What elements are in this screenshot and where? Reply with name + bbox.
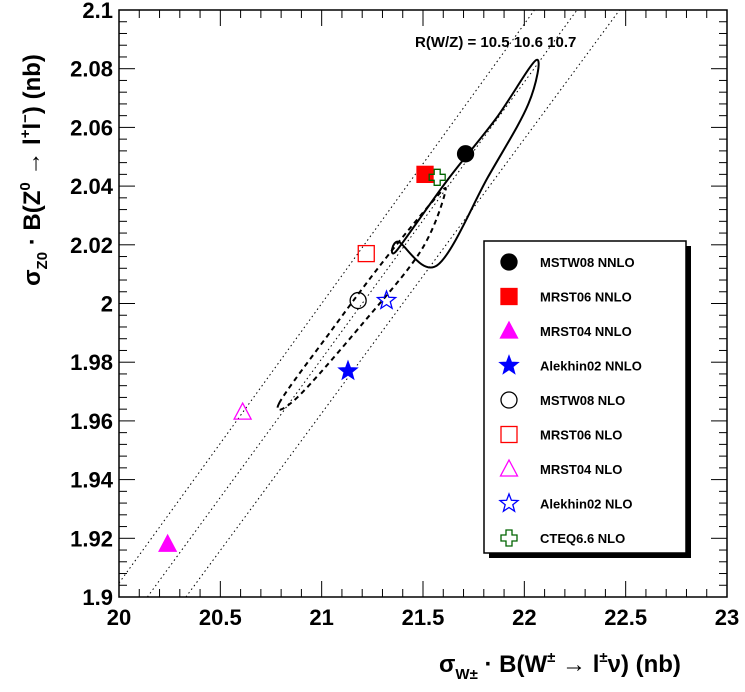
legend-label-mrst04-nnlo: MRST04 NNLO (540, 324, 632, 339)
legend-marker-alekhin02-nlo (498, 492, 520, 513)
marker-mrst04-nlo (233, 401, 253, 420)
ratio-annotation: R(W/Z) = 10.5 10.6 10.7 (415, 34, 576, 51)
y-tick-label: 1.94 (70, 468, 114, 493)
x-tick-label: 21 (309, 605, 333, 630)
ratio-lines (118, 9, 620, 598)
legend-label-mstw08-nlo: MSTW08 NLO (540, 393, 625, 408)
legend-marker-mrst04-nnlo (499, 320, 519, 339)
axis-ticks (118, 9, 728, 598)
y-tick-label: 2 (101, 292, 113, 317)
marker-mstw08-nlo (349, 291, 367, 310)
y-tick-label: 1.98 (70, 350, 113, 375)
legend-marker-cteq6-6-nlo (500, 529, 518, 547)
legend-marker-mrst04-nlo (499, 458, 519, 477)
legend-label-mrst06-nnlo: MRST06 NNLO (540, 290, 632, 305)
x-tick-label: 23 (715, 605, 739, 630)
x-tick-label: 20 (107, 605, 131, 630)
x-tick-label: 21.5 (402, 605, 445, 630)
x-tick-label: 20.5 (199, 605, 242, 630)
y-tick-label: 1.96 (70, 409, 113, 434)
legend-marker-mstw08-nlo (500, 391, 518, 409)
ellipses (276, 58, 540, 411)
y-axis-title: σZ0 · B(Z0 → l+l−) (nb) (17, 54, 51, 286)
legend-label-cteq6-6-nlo: CTEQ6.6 NLO (540, 531, 625, 546)
ratio-line (185, 9, 620, 598)
nnlo-ellipse (390, 58, 540, 269)
y-tick-label: 2.06 (70, 115, 113, 140)
legend-marker-mrst06-nlo (500, 425, 518, 444)
legend-marker-mstw08-nnlo (500, 253, 518, 271)
legend-marker-mrst06-nnlo (500, 287, 518, 306)
legend-label-mrst04-nlo: MRST04 NLO (540, 462, 622, 477)
legend-label-alekhin02-nnlo: Alekhin02 NNLO (540, 359, 642, 374)
y-tick-label: 1.92 (70, 526, 113, 551)
ratio-line (118, 9, 535, 584)
marker-alekhin02-nlo (375, 289, 398, 310)
legend-marker-alekhin02-nnlo (498, 354, 520, 375)
legend-label-mstw08-nnlo: MSTW08 NNLO (540, 255, 635, 270)
nlo-ellipse (276, 187, 447, 411)
y-tick-label: 2.02 (70, 233, 113, 258)
legend: MSTW08 NNLO MRST06 NNLO MRST04 NNLO Alekhin… (483, 240, 691, 558)
marker-mrst04-nnlo (158, 533, 178, 552)
marker-mstw08-nnlo (456, 145, 475, 163)
markers (158, 145, 475, 552)
x-tick-label: 22.5 (604, 605, 647, 630)
marker-mrst06-nlo (357, 244, 375, 263)
marker-cteq6-6-nlo (428, 168, 446, 186)
y-tick-label: 2.04 (70, 174, 114, 199)
marker-alekhin02-nnlo (337, 359, 359, 381)
x-axis-title: σW± · B(W± → l±ν) (nb) (439, 649, 681, 683)
legend-label-alekhin02-nlo: Alekhin02 NLO (540, 497, 632, 512)
y-tick-label: 2.08 (70, 57, 113, 82)
legend-label-mrst06-nlo: MRST06 NLO (540, 428, 622, 443)
y-tick-label: 1.9 (82, 585, 113, 610)
x-tick-label: 22 (512, 605, 536, 630)
tick-labels: 20 20.5 21 21.5 22 22.5 23 1.9 1.92 1.94 1.96 1.98 2… (70, 0, 739, 630)
y-tick-label: 2.1 (82, 0, 113, 23)
